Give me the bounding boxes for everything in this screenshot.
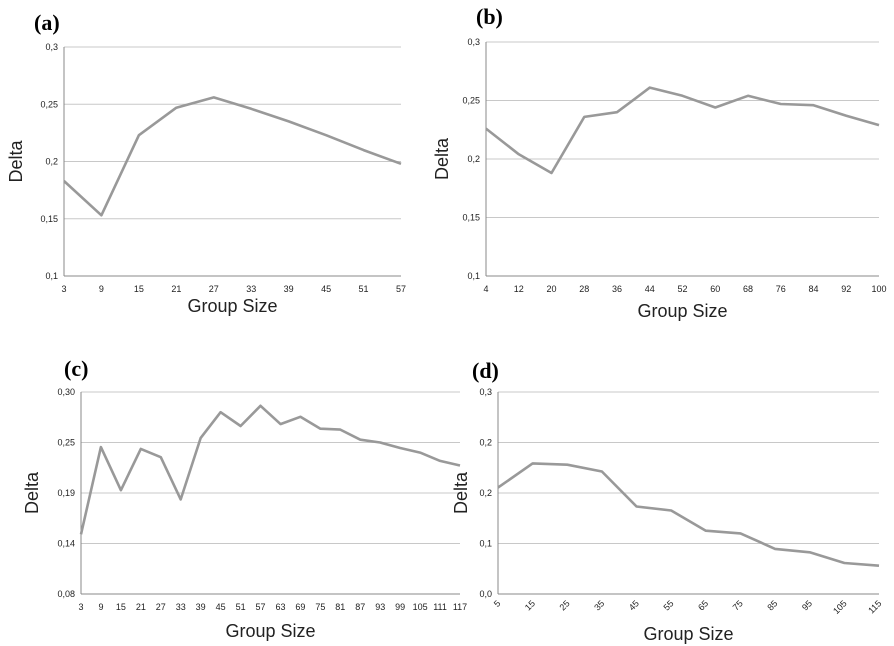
x-tick-label: 20 bbox=[546, 284, 556, 294]
y-tick-label: 0,1 bbox=[467, 271, 480, 281]
y-tick-label: 0,19 bbox=[57, 488, 75, 498]
x-tick-label: 81 bbox=[335, 602, 345, 612]
x-tick-label: 85 bbox=[765, 598, 779, 612]
x-tick-label: 100 bbox=[871, 284, 886, 294]
y-tick-label: 0,08 bbox=[57, 589, 75, 599]
x-tick-label: 84 bbox=[808, 284, 818, 294]
x-axis-title: Group Size bbox=[225, 621, 315, 641]
x-tick-label: 15 bbox=[523, 598, 537, 612]
x-tick-label: 65 bbox=[696, 598, 710, 612]
x-tick-label: 87 bbox=[355, 602, 365, 612]
x-tick-label: 57 bbox=[256, 602, 266, 612]
panel-label: (b) bbox=[476, 4, 503, 29]
x-tick-label: 45 bbox=[216, 602, 226, 612]
x-tick-label: 115 bbox=[866, 598, 883, 615]
y-tick-label: 0,1 bbox=[45, 271, 58, 281]
x-tick-label: 55 bbox=[661, 598, 675, 612]
x-tick-label: 105 bbox=[413, 602, 428, 612]
x-tick-label: 51 bbox=[359, 284, 369, 294]
x-tick-label: 44 bbox=[645, 284, 655, 294]
x-tick-label: 95 bbox=[800, 598, 814, 612]
x-tick-label: 33 bbox=[176, 602, 186, 612]
x-axis-title: Group Size bbox=[643, 624, 733, 644]
panel-label: (a) bbox=[34, 10, 60, 35]
x-tick-label: 75 bbox=[731, 598, 745, 612]
x-tick-label: 99 bbox=[395, 602, 405, 612]
panel-label: (d) bbox=[472, 358, 499, 383]
y-axis-title: Delta bbox=[432, 137, 452, 180]
x-tick-label: 21 bbox=[136, 602, 146, 612]
x-tick-label: 60 bbox=[710, 284, 720, 294]
y-axis-title: Delta bbox=[6, 140, 26, 183]
y-tick-label: 0,2 bbox=[479, 438, 492, 448]
x-tick-label: 28 bbox=[579, 284, 589, 294]
x-tick-label: 105 bbox=[831, 598, 849, 616]
y-tick-label: 0,15 bbox=[462, 213, 480, 223]
x-tick-label: 15 bbox=[134, 284, 144, 294]
series-line bbox=[63, 96, 402, 217]
x-tick-label: 9 bbox=[99, 284, 104, 294]
x-tick-label: 35 bbox=[592, 598, 606, 612]
y-tick-label: 0,25 bbox=[40, 99, 58, 109]
x-tick-label: 45 bbox=[627, 598, 641, 612]
y-tick-label: 0,2 bbox=[45, 157, 58, 167]
y-axis-title: Delta bbox=[22, 471, 42, 514]
y-tick-label: 0,3 bbox=[45, 42, 58, 52]
x-tick-label: 15 bbox=[116, 602, 126, 612]
y-tick-label: 0,3 bbox=[479, 387, 492, 397]
x-tick-label: 57 bbox=[396, 284, 406, 294]
x-tick-label: 9 bbox=[98, 602, 103, 612]
x-tick-label: 4 bbox=[483, 284, 488, 294]
x-tick-label: 51 bbox=[236, 602, 246, 612]
x-tick-label: 63 bbox=[275, 602, 285, 612]
y-tick-label: 0,30 bbox=[57, 387, 75, 397]
x-axis-title: Group Size bbox=[637, 301, 727, 321]
x-tick-label: 39 bbox=[196, 602, 206, 612]
x-tick-label: 3 bbox=[78, 602, 83, 612]
y-tick-label: 0,3 bbox=[467, 37, 480, 47]
y-tick-label: 0,0 bbox=[479, 589, 492, 599]
y-tick-label: 0,2 bbox=[479, 488, 492, 498]
series-line bbox=[497, 462, 880, 567]
x-tick-label: 93 bbox=[375, 602, 385, 612]
x-tick-label: 39 bbox=[284, 284, 294, 294]
y-tick-label: 0,1 bbox=[479, 539, 492, 549]
x-tick-label: 92 bbox=[841, 284, 851, 294]
x-tick-label: 69 bbox=[295, 602, 305, 612]
y-tick-label: 0,2 bbox=[467, 154, 480, 164]
y-tick-label: 0,15 bbox=[40, 214, 58, 224]
x-tick-label: 33 bbox=[246, 284, 256, 294]
panel-label: (c) bbox=[64, 356, 88, 381]
x-tick-label: 3 bbox=[61, 284, 66, 294]
x-tick-label: 21 bbox=[171, 284, 181, 294]
x-tick-label: 76 bbox=[776, 284, 786, 294]
y-tick-label: 0,25 bbox=[462, 96, 480, 106]
x-tick-label: 36 bbox=[612, 284, 622, 294]
y-tick-label: 0,25 bbox=[57, 438, 75, 448]
x-tick-label: 117 bbox=[453, 602, 467, 612]
y-axis-title: Delta bbox=[451, 471, 471, 514]
y-tick-label: 0,14 bbox=[57, 539, 75, 549]
x-tick-label: 75 bbox=[315, 602, 325, 612]
x-axis-title: Group Size bbox=[187, 296, 277, 316]
x-tick-label: 52 bbox=[677, 284, 687, 294]
x-tick-label: 25 bbox=[558, 598, 572, 612]
x-tick-label: 27 bbox=[209, 284, 219, 294]
x-tick-label: 27 bbox=[156, 602, 166, 612]
x-tick-label: 68 bbox=[743, 284, 753, 294]
x-tick-label: 45 bbox=[321, 284, 331, 294]
x-tick-label: 111 bbox=[433, 602, 447, 612]
series-line bbox=[79, 404, 461, 535]
x-tick-label: 5 bbox=[492, 598, 503, 609]
x-tick-label: 12 bbox=[514, 284, 524, 294]
